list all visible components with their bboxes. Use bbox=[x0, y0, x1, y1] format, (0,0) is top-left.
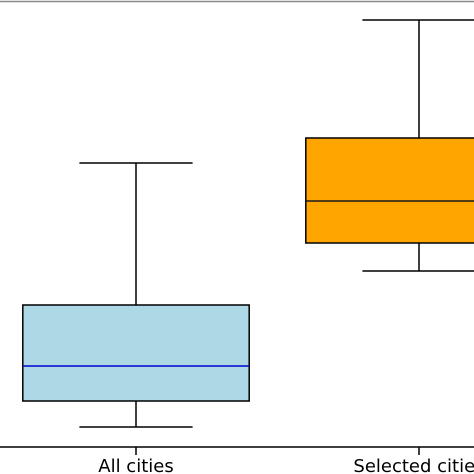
x-tick-label: Selected cities bbox=[353, 456, 474, 474]
x-tick-label: All cities bbox=[98, 456, 173, 474]
box bbox=[305, 137, 474, 244]
box bbox=[22, 304, 250, 402]
